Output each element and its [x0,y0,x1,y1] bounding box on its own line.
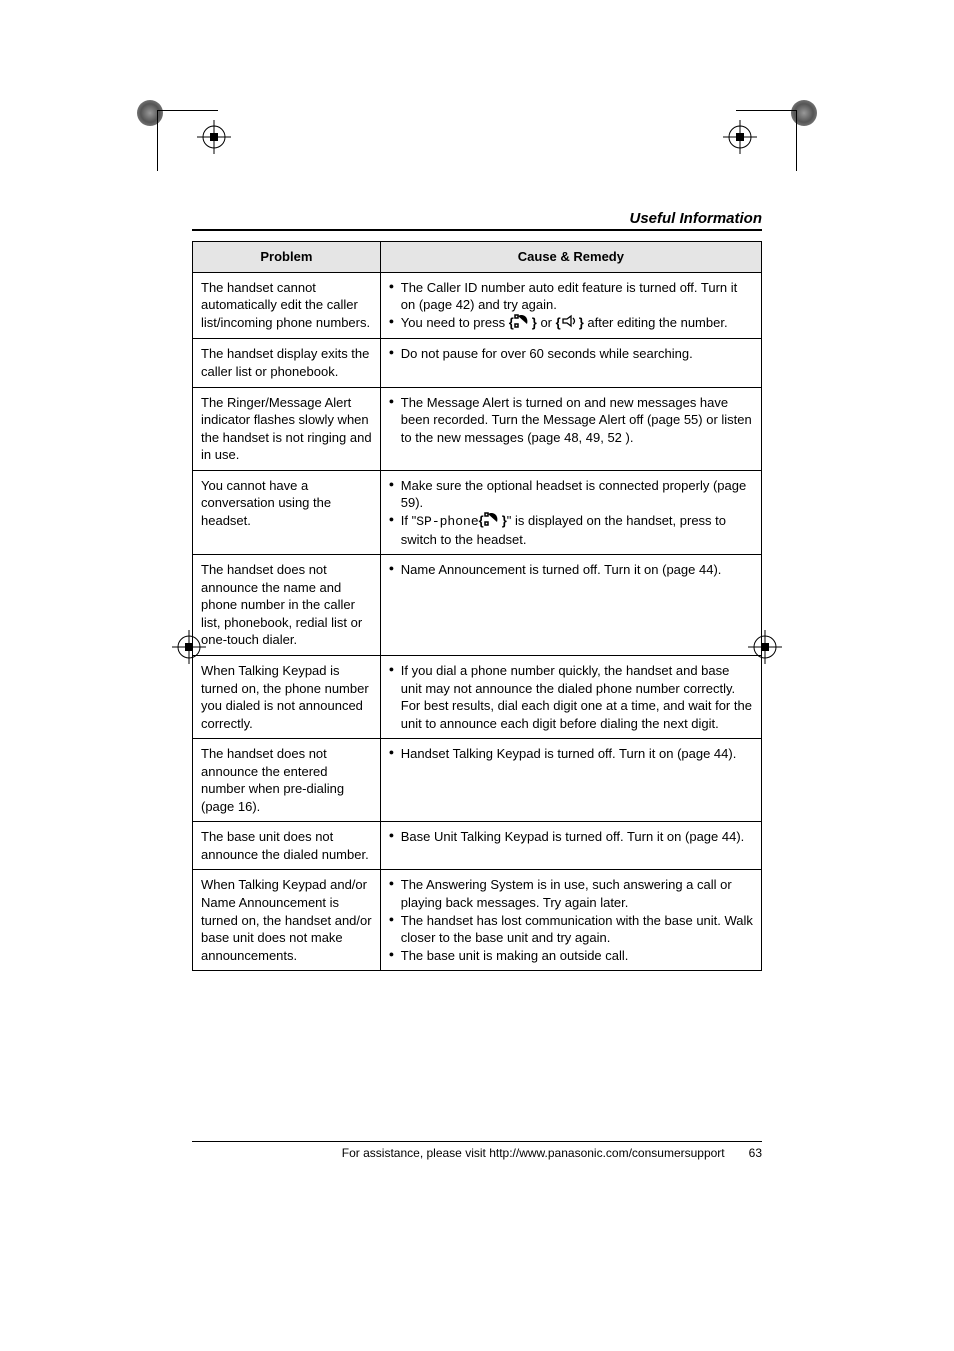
mono-text: SP-phone [416,514,478,529]
footer-text: For assistance, please visit http://www.… [342,1146,725,1160]
remedy-item: Base Unit Talking Keypad is turned off. … [389,828,753,846]
problem-cell: When Talking Keypad and/or Name Announce… [193,870,381,971]
col-header-remedy: Cause & Remedy [380,242,761,273]
remedy-cell: Base Unit Talking Keypad is turned off. … [380,822,761,870]
remedy-item: Name Announcement is turned off. Turn it… [389,561,753,579]
problem-cell: The base unit does not announce the dial… [193,822,381,870]
remedy-item: Do not pause for over 60 seconds while s… [389,345,753,363]
problem-cell: When Talking Keypad is turned on, the ph… [193,655,381,738]
registration-mark-mr [748,630,782,664]
remedy-item: If you dial a phone number quickly, the … [389,662,753,732]
remedy-cell: The Message Alert is turned on and new m… [380,387,761,470]
registration-mark-tl [197,120,231,154]
remedy-item: The handset has lost communication with … [389,912,753,947]
remedy-cell: Handset Talking Keypad is turned off. Tu… [380,739,761,822]
table-row: You cannot have a conversation using the… [193,470,762,554]
speaker-icon [561,314,579,333]
problem-cell: The Ringer/Message Alert indicator flash… [193,387,381,470]
remedy-cell: Do not pause for over 60 seconds while s… [380,339,761,387]
remedy-item: The base unit is making an outside call. [389,947,753,965]
remedy-cell: The Caller ID number auto edit feature i… [380,272,761,339]
table-row: The handset cannot automatically edit th… [193,272,762,339]
remedy-item: If "SP-phone{}" is displayed on the hand… [389,512,753,548]
phone-handset-icon [484,512,502,531]
col-header-problem: Problem [193,242,381,273]
page-footer: For assistance, please visit http://www.… [192,1141,762,1160]
remedy-cell: The Answering System is in use, such ans… [380,870,761,971]
table-header-row: Problem Cause & Remedy [193,242,762,273]
remedy-item: The Message Alert is turned on and new m… [389,394,753,447]
page-number: 63 [749,1146,762,1160]
remedy-item: Handset Talking Keypad is turned off. Tu… [389,745,753,763]
table-row: The handset display exits the caller lis… [193,339,762,387]
phone-handset-icon [514,314,532,333]
table-row: When Talking Keypad and/or Name Announce… [193,870,762,971]
remedy-item: You need to press {} or {} after editing… [389,314,753,333]
table-row: The base unit does not announce the dial… [193,822,762,870]
remedy-cell: Name Announcement is turned off. Turn it… [380,555,761,656]
troubleshooting-table: Problem Cause & Remedy The handset canno… [192,241,762,971]
problem-cell: The handset does not announce the name a… [193,555,381,656]
registration-mark-tr [723,120,757,154]
remedy-item: Make sure the optional headset is connec… [389,477,753,512]
remedy-item: The Answering System is in use, such ans… [389,876,753,911]
page-container: Useful Information Problem Cause & Remed… [97,0,857,1260]
problem-cell: You cannot have a conversation using the… [193,470,381,554]
table-row: The handset does not announce the entere… [193,739,762,822]
remedy-cell: Make sure the optional headset is connec… [380,470,761,554]
remedy-cell: If you dial a phone number quickly, the … [380,655,761,738]
remedy-item: The Caller ID number auto edit feature i… [389,279,753,314]
registration-mark-ml [172,630,206,664]
problem-cell: The handset display exits the caller lis… [193,339,381,387]
problem-cell: The handset does not announce the entere… [193,739,381,822]
table-row: When Talking Keypad is turned on, the ph… [193,655,762,738]
section-title: Useful Information [192,210,762,231]
table-row: The Ringer/Message Alert indicator flash… [193,387,762,470]
problem-cell: The handset cannot automatically edit th… [193,272,381,339]
table-row: The handset does not announce the name a… [193,555,762,656]
